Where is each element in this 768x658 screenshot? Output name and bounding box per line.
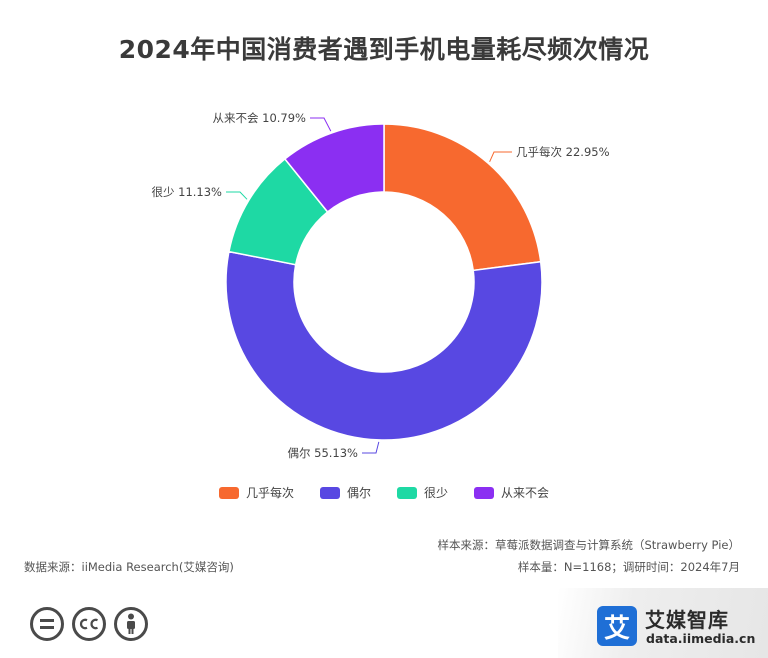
legend-swatch	[397, 486, 417, 499]
pie-slice-0	[383, 123, 542, 272]
pie-slice-1	[225, 250, 543, 441]
chart-legend: 几乎每次 偶尔 很少 从来不会	[0, 484, 768, 501]
data-label-0: 几乎每次 22.95%	[516, 145, 610, 159]
legend-swatch	[319, 486, 340, 499]
chart-title: 2024年中国消费者遇到手机电量耗尽频次情况	[118, 35, 650, 64]
legend-item[interactable]: 很少	[397, 484, 448, 501]
brand-url: data.iimedia.cn	[646, 631, 756, 646]
data-label-2: 很少 11.13%	[151, 185, 222, 199]
leader-line-3	[310, 117, 332, 132]
leader-line-1	[362, 441, 380, 454]
legend-label: 几乎每次	[245, 486, 294, 500]
equals-icon	[30, 607, 64, 641]
legend-swatch	[474, 486, 495, 499]
data-label-3: 从来不会 10.79%	[212, 111, 306, 125]
sample-source: 样本来源：草莓派数据调查与计算系统（Strawberry Pie）	[437, 538, 740, 552]
license-icons	[30, 607, 148, 641]
leader-line-2	[226, 191, 248, 200]
legend-swatch	[218, 486, 239, 499]
legend-item[interactable]: 从来不会	[474, 484, 549, 501]
brand-name: 艾媒智库	[645, 608, 729, 632]
legend-item[interactable]: 几乎每次	[218, 484, 294, 501]
sample-info: 样本量：N=1168；调研时间：2024年7月	[517, 560, 740, 574]
leader-line-0	[489, 151, 512, 163]
legend-label: 偶尔	[346, 486, 371, 500]
person-icon	[114, 607, 148, 641]
brand-logo: 艾	[597, 606, 637, 646]
legend-item[interactable]: 偶尔	[319, 484, 371, 501]
legend-label: 从来不会	[501, 486, 550, 500]
brand-background	[558, 588, 768, 658]
pie-slice-3	[283, 123, 385, 213]
cc-icon	[72, 607, 106, 641]
data-label-1: 偶尔 55.13%	[287, 446, 358, 460]
data-source: 数据来源：iiMedia Research(艾媒咨询)	[24, 560, 234, 574]
donut-chart: 几乎每次 22.95% 偶尔 55.13% 很少 11.13% 从来不会 10.79%	[151, 111, 610, 460]
legend-label: 很少	[424, 486, 449, 500]
